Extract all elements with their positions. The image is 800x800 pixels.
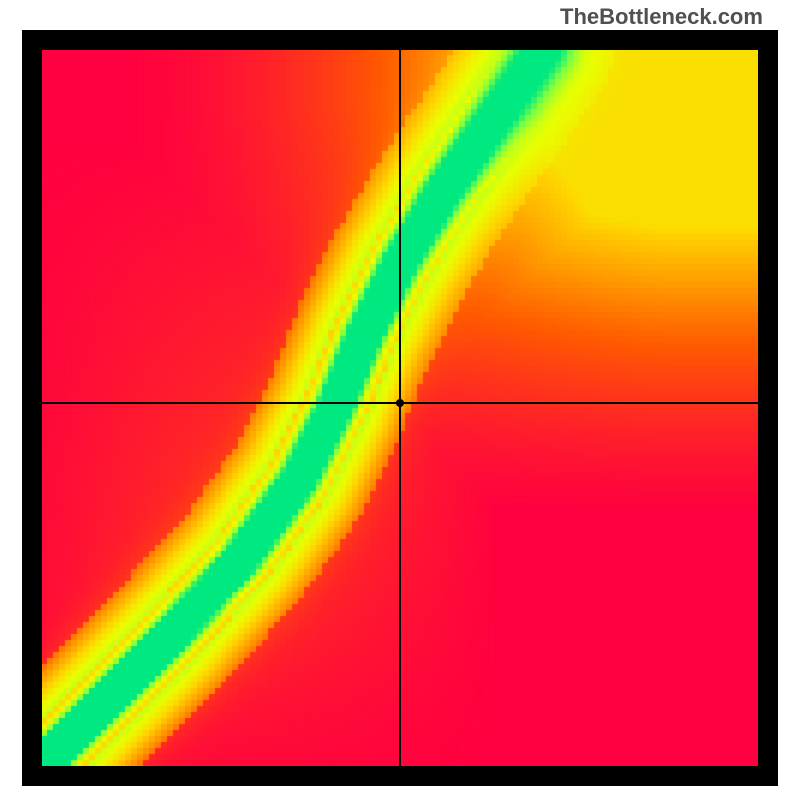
crosshair-marker bbox=[396, 399, 404, 407]
watermark-text: TheBottleneck.com bbox=[560, 4, 763, 30]
crosshair-vertical bbox=[399, 50, 401, 766]
